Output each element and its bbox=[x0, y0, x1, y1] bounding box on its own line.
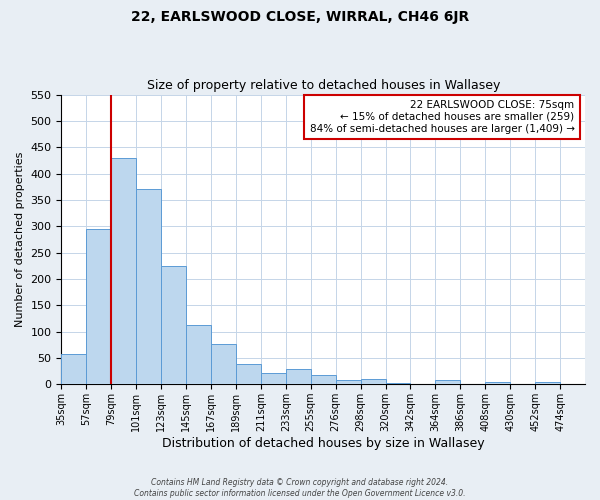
Bar bbox=[386, 382, 410, 384]
Bar bbox=[136, 190, 161, 384]
Bar bbox=[86, 229, 111, 384]
Bar bbox=[211, 344, 236, 385]
Text: 22, EARLSWOOD CLOSE, WIRRAL, CH46 6JR: 22, EARLSWOOD CLOSE, WIRRAL, CH46 6JR bbox=[131, 10, 469, 24]
Bar bbox=[161, 266, 186, 384]
Text: 22 EARLSWOOD CLOSE: 75sqm
← 15% of detached houses are smaller (259)
84% of semi: 22 EARLSWOOD CLOSE: 75sqm ← 15% of detac… bbox=[310, 100, 575, 134]
Bar bbox=[335, 380, 361, 384]
X-axis label: Distribution of detached houses by size in Wallasey: Distribution of detached houses by size … bbox=[162, 437, 485, 450]
Bar bbox=[286, 369, 311, 384]
Bar bbox=[186, 325, 211, 384]
Title: Size of property relative to detached houses in Wallasey: Size of property relative to detached ho… bbox=[146, 79, 500, 92]
Bar bbox=[236, 364, 261, 384]
Text: Contains HM Land Registry data © Crown copyright and database right 2024.
Contai: Contains HM Land Registry data © Crown c… bbox=[134, 478, 466, 498]
Bar bbox=[485, 382, 510, 384]
Bar bbox=[311, 376, 335, 384]
Y-axis label: Number of detached properties: Number of detached properties bbox=[15, 152, 25, 327]
Bar bbox=[111, 158, 136, 384]
Bar bbox=[436, 380, 460, 384]
Bar bbox=[261, 372, 286, 384]
Bar bbox=[61, 354, 86, 384]
Bar bbox=[361, 379, 386, 384]
Bar bbox=[535, 382, 560, 384]
